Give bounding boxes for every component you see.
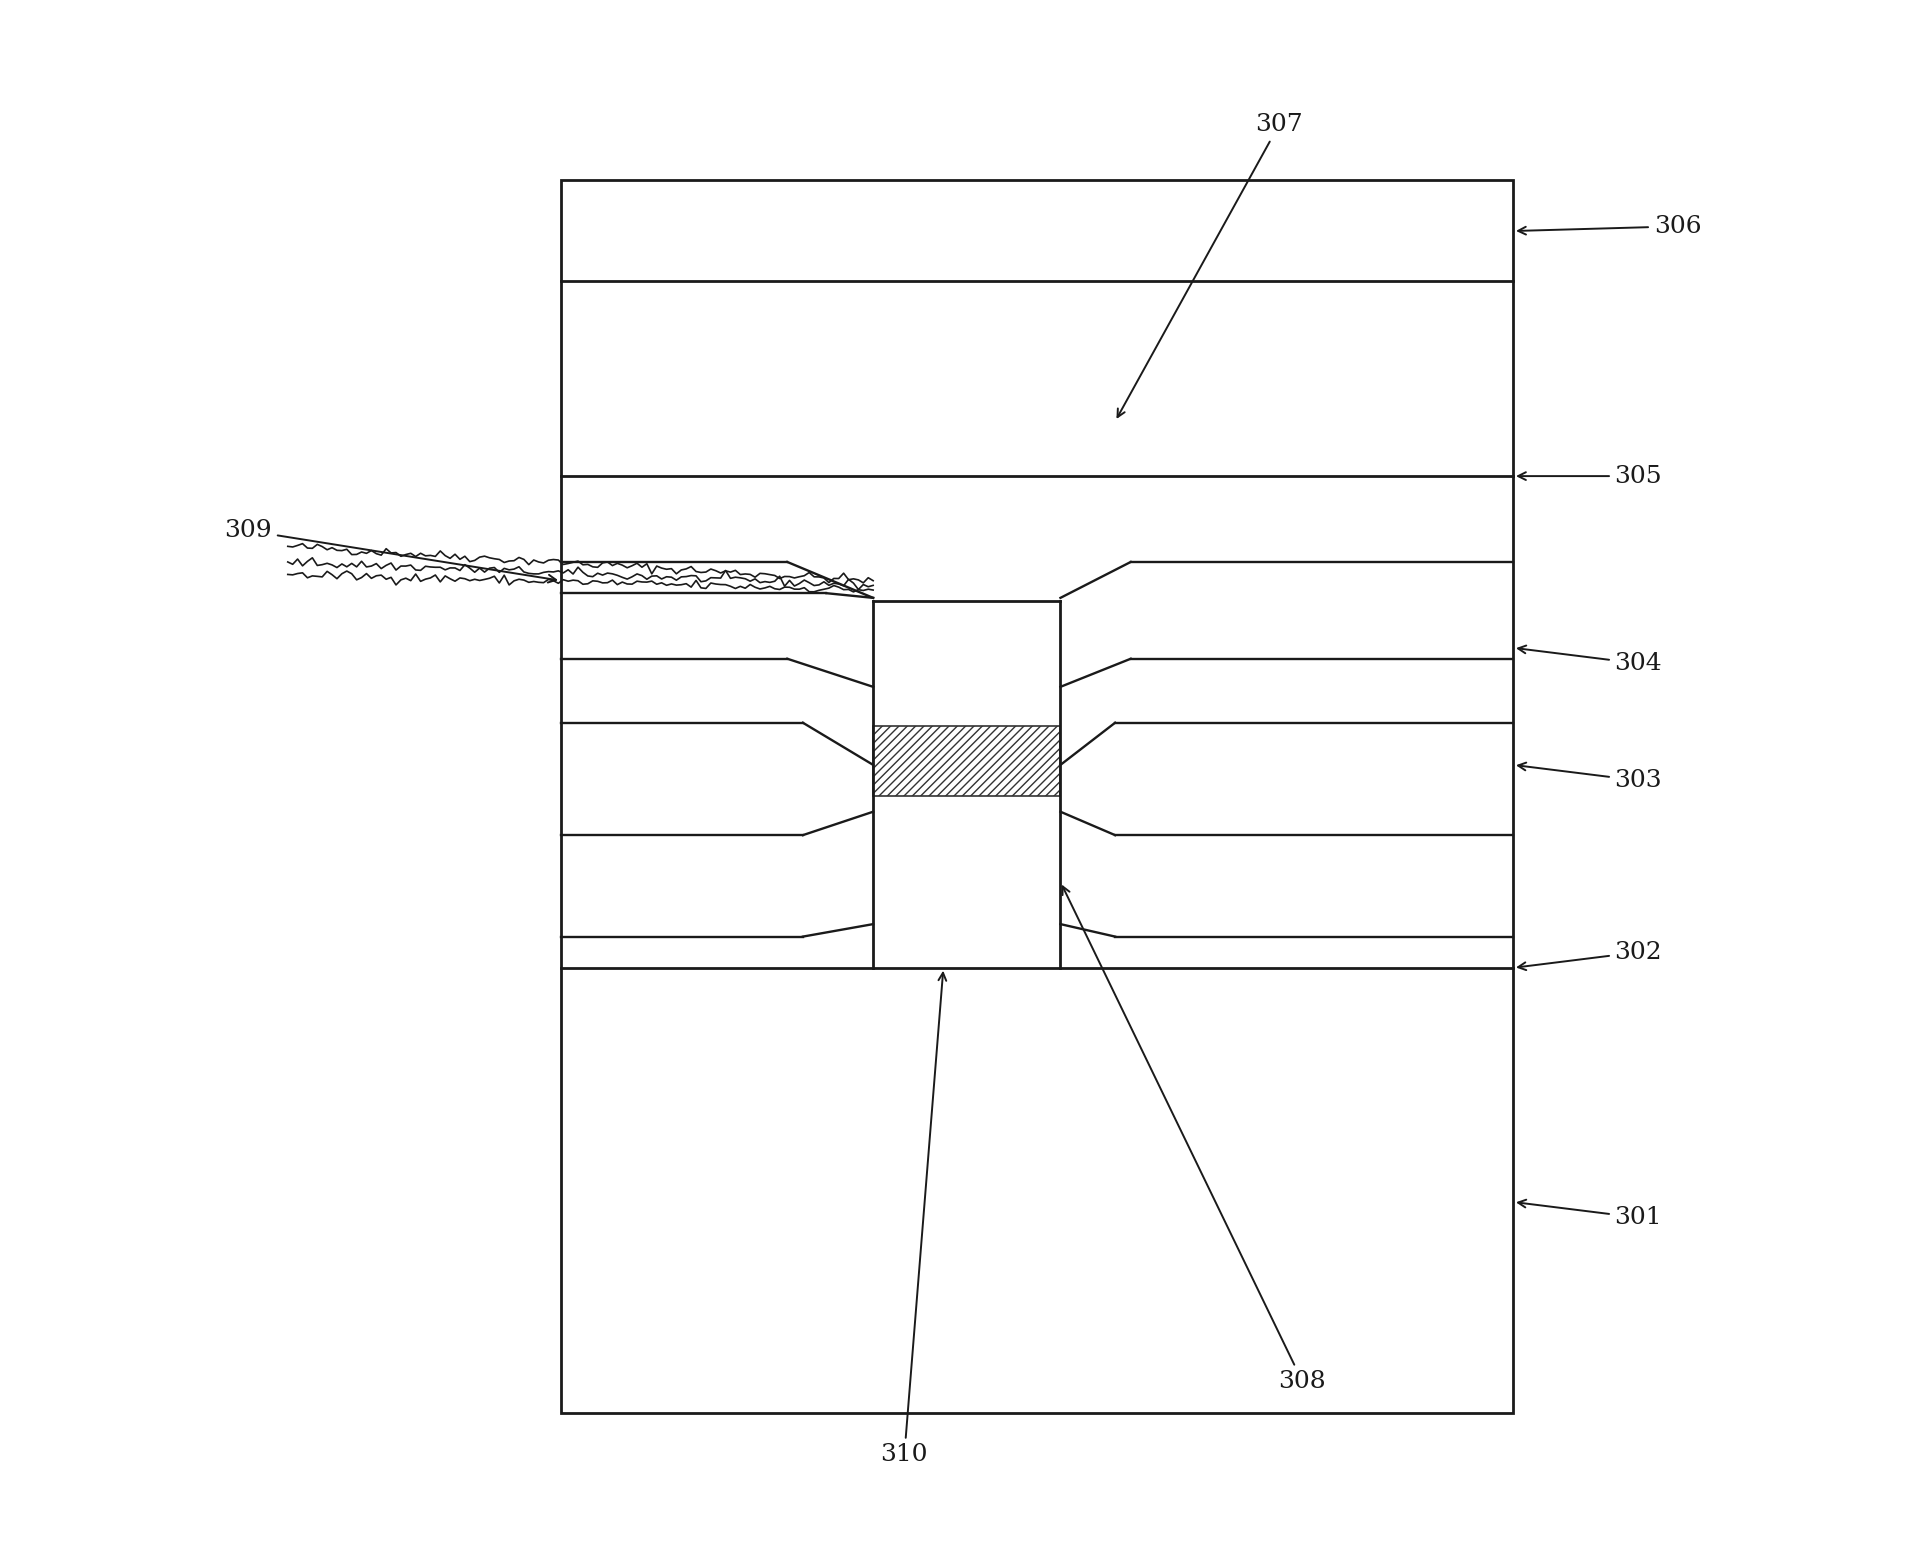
Text: 308: 308 [1063,887,1325,1392]
Text: 305: 305 [1519,465,1663,487]
Text: 302: 302 [1517,941,1663,969]
Text: 310: 310 [880,973,946,1466]
Text: 301: 301 [1517,1200,1663,1229]
Polygon shape [873,726,1061,796]
Text: 304: 304 [1517,646,1663,674]
Text: 306: 306 [1519,215,1701,237]
Text: 307: 307 [1118,114,1302,417]
Text: 309: 309 [224,520,556,582]
Text: 303: 303 [1517,763,1663,791]
